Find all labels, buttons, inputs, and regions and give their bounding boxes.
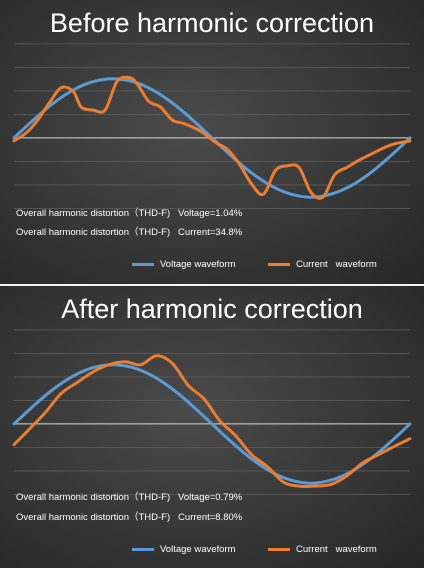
series-line-current [12, 354, 412, 488]
legend-label-current: Current waveform [296, 543, 377, 555]
legend-swatch-voltage [132, 547, 154, 551]
legend-item-voltage-before: Voltage waveform [132, 257, 236, 271]
legend-swatch-current [268, 547, 290, 551]
series-line-voltage [12, 363, 412, 485]
plot-area-before [12, 43, 412, 209]
legend-swatch-current [268, 262, 290, 266]
panel-divider [0, 284, 424, 286]
thd-annotation-current-after: Overall harmonic distortion（THD-F) Curre… [16, 512, 243, 523]
chart-title-after: After harmonic correction [61, 294, 363, 324]
legend-swatch-voltage [132, 262, 154, 266]
thd-annotation-voltage-before: Overall harmonic distortion（THD-F) Volta… [16, 208, 243, 219]
legend-item-current-before: Current waveform [268, 257, 377, 271]
chart-title-before: Before harmonic correction [49, 8, 375, 38]
legend-label-voltage: Voltage waveform [160, 258, 236, 270]
legend-item-current-after: Current waveform [268, 542, 377, 556]
chart-panel-after: After harmonic correction Overall harmon… [0, 286, 424, 568]
legend-label-current: Current waveform [296, 258, 377, 270]
chart-panel-before: Before harmonic correction Overall harmo… [0, 0, 424, 284]
thd-annotation-voltage-after: Overall harmonic distortion（THD-F) Volta… [16, 492, 243, 503]
plot-area-after [12, 329, 412, 495]
legend-label-voltage: Voltage waveform [160, 543, 236, 555]
series-line-current [12, 75, 412, 200]
thd-annotation-current-before: Overall harmonic distortion（THD-F) Curre… [16, 227, 243, 238]
legend-item-voltage-after: Voltage waveform [132, 542, 236, 556]
